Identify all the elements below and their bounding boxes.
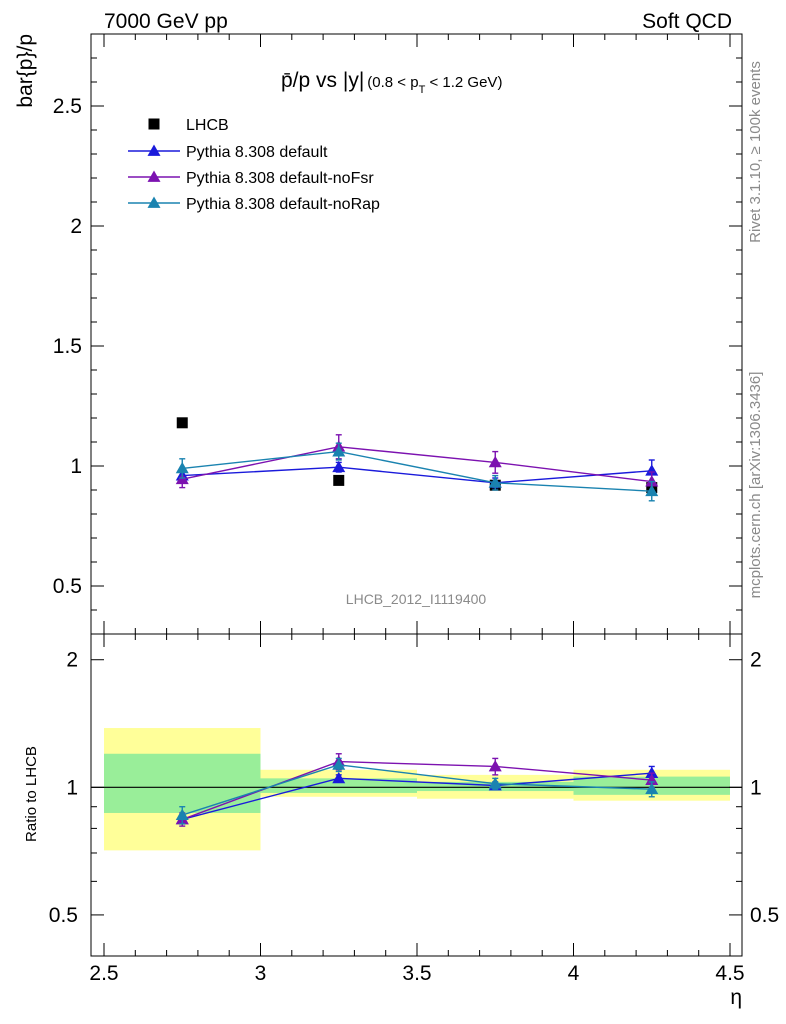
x-tick-label: 3: [255, 962, 267, 985]
chart-title-subscript: T: [419, 84, 426, 96]
ratio-y-tick-label: 0.5: [49, 904, 78, 927]
legend-series-label: Pythia 8.308 default: [186, 144, 328, 161]
axes-layer: 2.5 3 3.5 4 4.5 0.5 1 1.5 2 2.5 0.5 0.5 1 1 2 2: [49, 33, 779, 985]
ratio-y-tick-label-right: 2: [750, 649, 762, 672]
series-data-point: [645, 475, 659, 487]
header-left-label: 7000 GeV pp: [104, 10, 228, 33]
y-tick-label: 1.5: [53, 335, 82, 358]
ratio-data-point: [332, 771, 346, 784]
y-axis-label: bar{p}/p: [14, 34, 37, 108]
series-data-point: [645, 464, 659, 476]
analysis-watermark: LHCB_2012_I1119400: [346, 591, 487, 607]
ratio-band-green: [104, 753, 261, 813]
series-data-point: [175, 461, 189, 474]
series-data-point: [332, 445, 346, 457]
chart-title-sub: (0.8 < p: [367, 74, 418, 91]
series-line: [182, 466, 652, 484]
legend-series-marker: [147, 170, 161, 182]
y-tick-label: 2.5: [53, 95, 82, 118]
series-line: [182, 450, 652, 492]
legend-series-marker: [147, 196, 161, 208]
ratio-y-tick-label: 1: [66, 776, 78, 799]
legend-lhcb-marker: [148, 118, 160, 130]
legend-lhcb-label: LHCB: [186, 117, 229, 134]
rivet-version-label: Rivet 3.1.10, ≥ 100k events: [747, 61, 764, 243]
x-tick-label: 2.5: [89, 962, 118, 985]
ratio-data-point: [488, 759, 502, 772]
series-data-point: [645, 484, 659, 497]
ratio-y-tick-label-right: 0.5: [750, 904, 779, 927]
ratio-data-point: [645, 766, 659, 779]
mcplots-label: mcplots.cern.ch [arXiv:1306.3436]: [747, 372, 764, 599]
x-axis-label: η: [730, 986, 742, 1009]
ratio-series-line: [182, 764, 652, 816]
y-tick-label: 0.5: [53, 575, 82, 598]
x-tick-label: 4.5: [715, 962, 744, 985]
ratio-y-axis-label: Ratio to LHCB: [23, 746, 40, 842]
series-data-point: [332, 460, 346, 473]
ratio-series-line: [182, 772, 652, 821]
ratio-y-tick-label-right: 1: [750, 776, 762, 799]
series-line: [182, 446, 652, 483]
data-layer: [175, 417, 659, 827]
series-data-point: [488, 476, 502, 488]
y-tick-label: 2: [70, 215, 82, 238]
legend-series-label: Pythia 8.308 default-noFsr: [186, 170, 374, 187]
legend-series-label: Pythia 8.308 default-noRap: [186, 196, 380, 213]
chart-title-sub-tail: < 1.2 GeV): [425, 74, 502, 91]
ratio-data-point: [488, 777, 502, 789]
chart-title: p̄/p vs |y| (0.8 < pT < 1.2 GeV): [281, 69, 502, 96]
y-tick-label: 1: [70, 455, 82, 478]
legend-series-marker: [147, 144, 161, 156]
chart-title-main: p̄/p vs |y|: [281, 69, 364, 92]
ratio-y-tick-label: 2: [66, 649, 78, 672]
ratio-data-point: [175, 808, 189, 820]
ratio-data-point: [645, 773, 659, 785]
lhcb-data-point: [333, 474, 345, 486]
x-tick-label: 4: [568, 962, 580, 985]
x-tick-label: 3.5: [402, 962, 431, 985]
legend: LHCB Pythia 8.308 default Pythia 8.308 def…: [128, 117, 380, 213]
header-right-label: Soft QCD: [642, 10, 732, 33]
lhcb-data-point: [176, 417, 188, 429]
ratio-data-point: [645, 782, 659, 795]
ratio-data-point: [332, 758, 346, 770]
series-data-point: [488, 455, 502, 468]
